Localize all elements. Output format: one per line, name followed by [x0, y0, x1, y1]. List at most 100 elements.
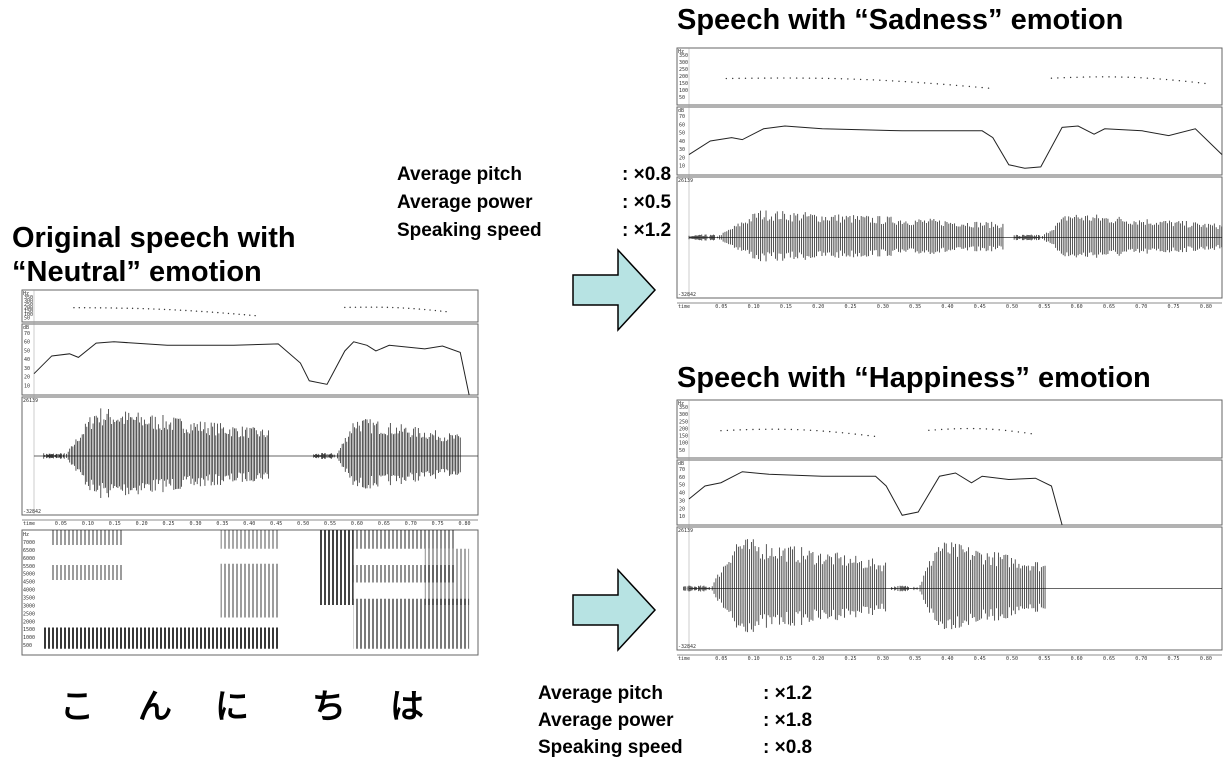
pitch-dot: [413, 308, 414, 309]
pitch-dot: [408, 308, 409, 309]
tick-label: 30: [24, 366, 30, 372]
pitch-dot: [892, 80, 893, 81]
pitch-dot: [1051, 78, 1052, 79]
pitch-dot: [828, 78, 829, 79]
pitch-dot: [217, 312, 218, 313]
tick-label: 350: [679, 53, 688, 59]
tick-label: 0.55: [324, 521, 336, 527]
pitch-dot: [739, 429, 740, 430]
tick-label: 0.35: [909, 656, 921, 662]
pitch-dot: [771, 429, 772, 430]
pitch-dot: [764, 77, 765, 78]
pitch-dot: [1030, 433, 1031, 434]
pitch-dot: [1005, 430, 1006, 431]
pitch-dot: [1024, 432, 1025, 433]
pitch-dot: [95, 307, 96, 308]
pitch-dot: [988, 87, 989, 88]
pitch-dot: [206, 311, 207, 312]
power-frame: [677, 107, 1222, 175]
tick-label: 60: [679, 122, 685, 128]
param-value: : ×0.8: [763, 737, 812, 758]
tick-label: 0.60: [1071, 304, 1083, 310]
pitch-dot: [816, 430, 817, 431]
tick-label: 0.50: [1006, 304, 1018, 310]
param-value: : ×1.2: [763, 683, 812, 704]
syllable: ん: [138, 688, 172, 726]
param-label: Average pitch: [538, 683, 663, 704]
pitch-dot: [1108, 76, 1109, 77]
pitch-dot: [153, 308, 154, 309]
pitch-dot: [1198, 82, 1199, 83]
pitch-dot: [720, 430, 721, 431]
tick-label: 0.20: [812, 656, 824, 662]
pitch-dot: [111, 307, 112, 308]
tick-label: 150: [679, 81, 688, 87]
tick-label: 6000: [23, 556, 35, 562]
pitch-dot: [999, 429, 1000, 430]
tick-label: 0.75: [1168, 656, 1180, 662]
pitch-dot: [778, 429, 779, 430]
pitch-dot: [212, 312, 213, 313]
tick-label: 6500: [23, 548, 35, 554]
wave-max: 26139: [23, 398, 38, 404]
power-frame: [677, 460, 1222, 525]
tick-label: 0.10: [748, 656, 760, 662]
syllable: ち: [312, 688, 346, 726]
pitch-dot: [1089, 76, 1090, 77]
pitch-dot: [803, 429, 804, 430]
tick-label: 0.05: [715, 656, 727, 662]
pitch-dot: [886, 80, 887, 81]
spectrogram-band: [354, 599, 469, 649]
pitch-dot: [371, 306, 372, 307]
tick-label: 30: [679, 498, 685, 504]
pitch-dot: [941, 429, 942, 430]
pitch-frame: [677, 400, 1222, 458]
pitch-dot: [727, 430, 728, 431]
tick-label: 0.70: [1135, 304, 1147, 310]
pitch-dot: [1153, 78, 1154, 79]
pitch-dot: [1134, 77, 1135, 78]
tick-label: 0.65: [1103, 656, 1115, 662]
tick-label: 1000: [23, 635, 35, 641]
tick-label: 50: [679, 95, 685, 101]
arrow: [573, 570, 655, 650]
page: {"original": {"title": ["Original speech…: [0, 0, 1226, 765]
pitch-dot: [937, 83, 938, 84]
pitch-frame: [22, 290, 478, 322]
pitch-dot: [233, 313, 234, 314]
spectrogram-band: [425, 549, 469, 605]
pitch-frame: [677, 48, 1222, 105]
param-value: : ×1.8: [763, 710, 812, 731]
pitch-dot: [791, 429, 792, 430]
tick-label: 0.20: [812, 304, 824, 310]
pitch-dot: [835, 431, 836, 432]
pitch-dot: [116, 307, 117, 308]
pitch-dot: [381, 307, 382, 308]
power-contour: [34, 342, 469, 395]
pitch-dot: [143, 308, 144, 309]
pitch-dot: [905, 81, 906, 82]
syllable: こ: [60, 688, 94, 726]
param-label: Average power: [538, 710, 674, 731]
sadness-title: Speech with “Sadness” emotion: [677, 4, 1123, 36]
pitch-dot: [867, 435, 868, 436]
tick-label: 0.45: [270, 521, 282, 527]
pitch-dot: [73, 307, 74, 308]
pitch-dot: [222, 312, 223, 313]
pitch-dot: [943, 84, 944, 85]
tick-label: 0.80: [459, 521, 471, 527]
wave-max: 26139: [678, 528, 693, 534]
tick-label: 250: [679, 419, 688, 425]
pitch-dot: [796, 77, 797, 78]
pitch-dot: [1011, 430, 1012, 431]
pitch-dot: [84, 307, 85, 308]
tick-label: 0.30: [877, 656, 889, 662]
tick-label: 7000: [23, 540, 35, 546]
waveform: [684, 539, 1045, 632]
spectrogram-band: [220, 530, 278, 549]
pitch-dot: [759, 429, 760, 430]
tick-label: 0.65: [1103, 304, 1115, 310]
pitch-dot: [1166, 79, 1167, 80]
spectrogram-band: [220, 564, 278, 618]
pitch-dot: [924, 82, 925, 83]
